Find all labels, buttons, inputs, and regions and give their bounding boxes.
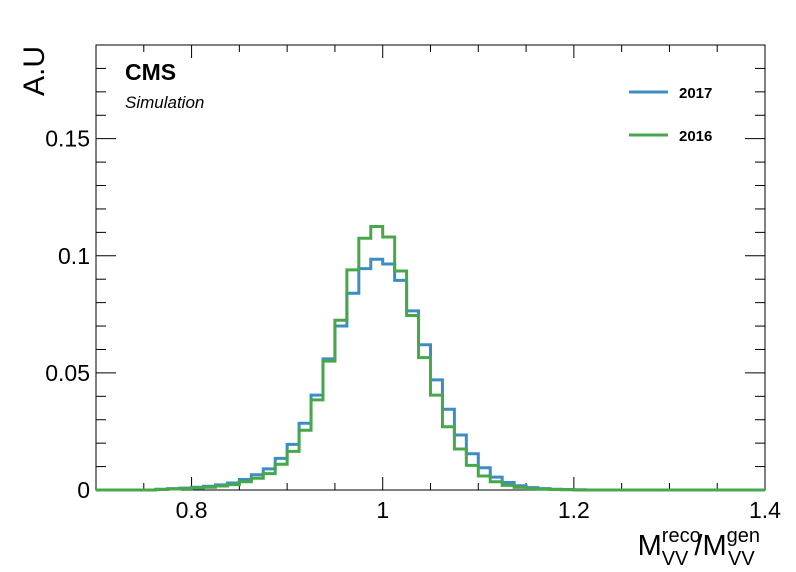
x-title-slash: / bbox=[694, 530, 703, 562]
x-tick-label: 1 bbox=[376, 497, 389, 523]
x-axis-title: Mreco VV/Mgen VV bbox=[638, 525, 760, 570]
series-layer bbox=[96, 225, 765, 492]
x-tick-label: 1.4 bbox=[749, 497, 781, 523]
x-axis: 0.8 1 1.2 1.4 bbox=[95, 45, 781, 523]
legend: 2017 2016 bbox=[629, 85, 712, 145]
y-tick-label: 0 bbox=[77, 477, 90, 503]
cms-label: CMS bbox=[125, 59, 176, 85]
simulation-label: Simulation bbox=[125, 93, 204, 112]
x-title-base2: M bbox=[702, 530, 726, 562]
y-tick-label: 0.05 bbox=[45, 360, 90, 386]
x-title-sup-reco: reco bbox=[662, 525, 701, 547]
x-title-base: M bbox=[638, 530, 662, 562]
legend-label-2017: 2017 bbox=[679, 85, 712, 102]
series-2016-histogram bbox=[96, 225, 765, 492]
legend-label-2016: 2016 bbox=[679, 128, 712, 145]
y-tick-label: 0.15 bbox=[45, 126, 90, 152]
y-axis-title: A.U bbox=[18, 46, 51, 96]
x-tick-label: 0.8 bbox=[176, 497, 208, 523]
x-tick-label: 1.2 bbox=[558, 497, 590, 523]
x-title-sub-vv: VV bbox=[662, 548, 689, 570]
y-tick-label: 0.1 bbox=[58, 243, 90, 269]
x-title-sup-gen: gen bbox=[727, 525, 760, 547]
x-title-sub-vv2: VV bbox=[728, 548, 755, 570]
y-axis: 0 0.05 0.1 0.15 bbox=[45, 44, 765, 503]
